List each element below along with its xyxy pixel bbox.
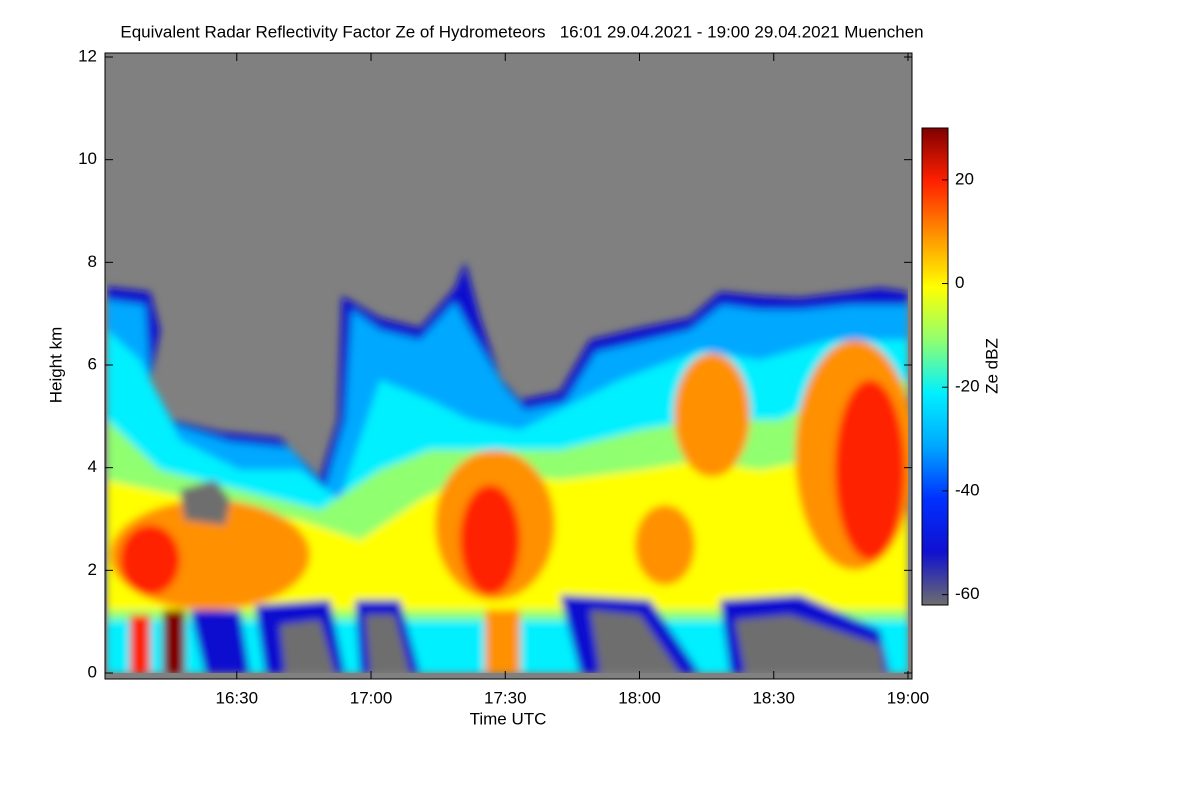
echo-region [163, 610, 185, 673]
echo-region [674, 353, 750, 477]
echo-region [835, 380, 905, 560]
echo-region [365, 615, 410, 673]
echo-region [735, 615, 885, 673]
x-tick-label: 16:30 [215, 688, 258, 707]
colorbar [921, 127, 949, 606]
chart-title: Equivalent Radar Reflectivity Factor Ze … [120, 22, 923, 41]
plot-frame [104, 52, 913, 680]
colorbar-label: Ze dBZ [982, 338, 1001, 394]
x-tick-label: 17:30 [484, 688, 527, 707]
x-tick-label: 17:00 [350, 688, 393, 707]
y-tick-label: 8 [88, 252, 97, 271]
colorbar-tick-label: 0 [955, 273, 964, 292]
colorbar-tick-label: -20 [955, 377, 980, 396]
echo-region [280, 620, 335, 673]
echo-region [180, 480, 230, 525]
echo-region [635, 505, 695, 585]
y-tick-label: 2 [88, 560, 97, 579]
echo-region [190, 610, 250, 673]
y-tick-label: 12 [78, 46, 97, 65]
echo-region [130, 615, 150, 673]
echo-region [485, 610, 520, 673]
y-tick-label: 6 [88, 354, 97, 373]
y-tick-label: 4 [88, 457, 97, 476]
echo-region [590, 610, 680, 673]
x-tick-label: 19:00 [887, 688, 930, 707]
colorbar-tick-label: -40 [955, 480, 980, 499]
colorbar-tick-label: -60 [955, 584, 980, 603]
reflectivity-field [107, 262, 908, 673]
x-tick-label: 18:00 [618, 688, 661, 707]
echo-region [460, 485, 520, 595]
echo-region [120, 525, 180, 595]
y-tick-label: 10 [78, 149, 97, 168]
y-axis-label: Height km [46, 327, 65, 404]
y-tick-label: 0 [88, 662, 97, 681]
x-tick-label: 18:30 [752, 688, 795, 707]
x-axis-label: Time UTC [470, 709, 547, 728]
colorbar-tick-label: 20 [955, 169, 974, 188]
